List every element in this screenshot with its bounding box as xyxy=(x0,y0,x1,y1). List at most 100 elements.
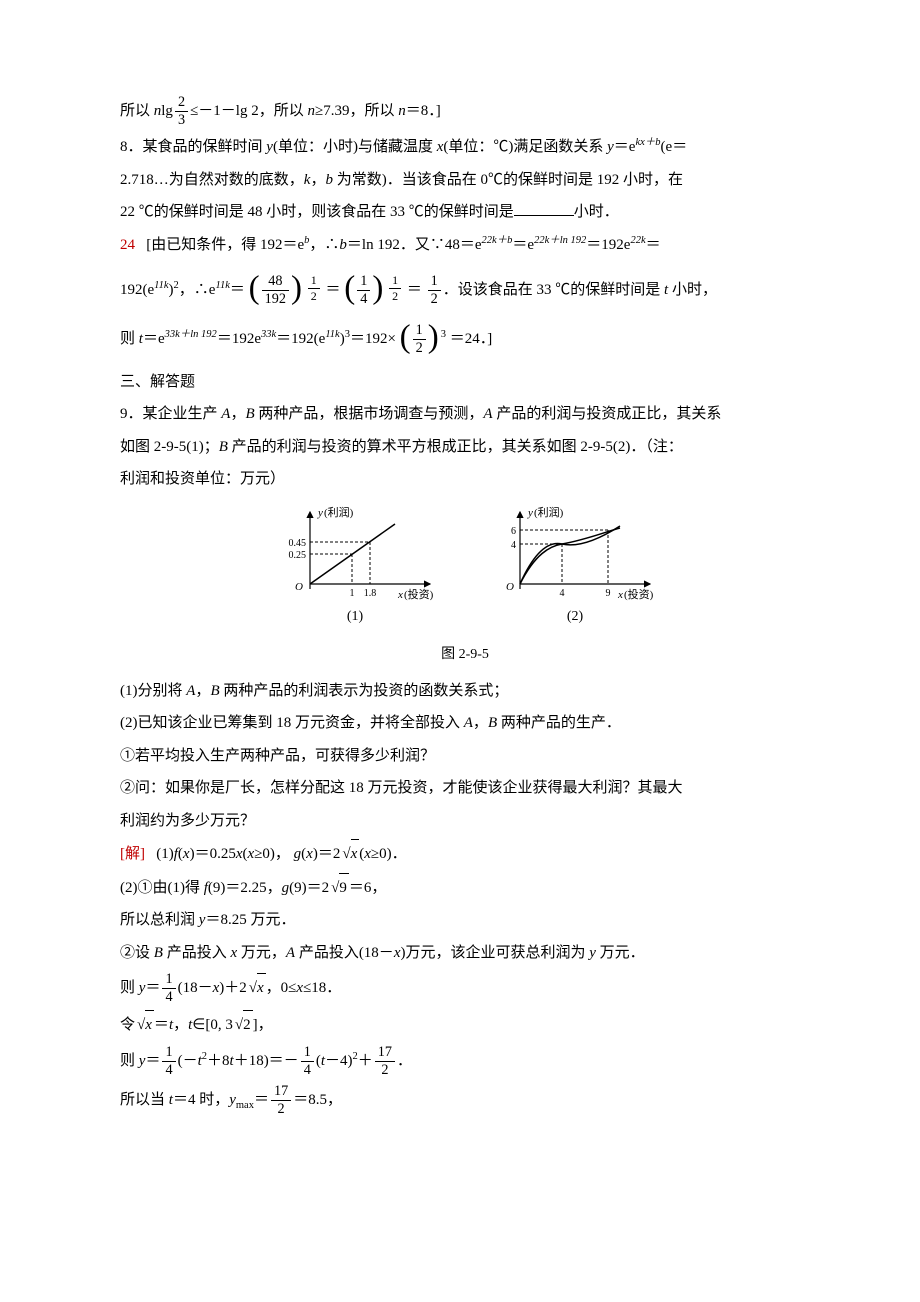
text: 22 ℃的保鲜时间是 48 小时，则该食品在 33 ℃的保鲜时间是 xyxy=(120,204,514,220)
fraction: 12 xyxy=(413,322,426,357)
q9-line2: 如图 2-9-5(1)；B 产品的利润与投资的算术平方根成正比，其关系如图 2-… xyxy=(120,433,810,462)
text: 两种产品，根据市场调查与预测， xyxy=(255,406,484,422)
q8-line2: 2.718…为自然对数的底数，k，b 为常数)．当该食品在 0℃的保鲜时间是 1… xyxy=(120,166,810,195)
text: (2)已知该企业已筹集到 18 万元资金，并将全部投入 xyxy=(120,715,464,731)
text: ＝6， xyxy=(349,880,387,896)
num: 48 xyxy=(262,273,289,291)
q8-line3: 22 ℃的保鲜时间是 48 小时，则该食品在 33 ℃的保鲜时间是小时． xyxy=(120,198,810,227)
text: ＝192× xyxy=(350,331,396,347)
ylabel-txt: (利润) xyxy=(534,505,564,519)
ytick: 0.25 xyxy=(289,550,307,561)
den: 4 xyxy=(301,1062,314,1079)
text: ．设该食品在 33 ℃的保鲜时间是 xyxy=(443,282,664,298)
var-b: b xyxy=(325,172,333,188)
q-number: 8． xyxy=(120,139,143,155)
text: )＋2 xyxy=(219,980,247,996)
solution-label: [解] xyxy=(120,846,145,862)
exp: 3 xyxy=(441,329,446,340)
q9-part1: (1)分别将 A，B 两种产品的利润表示为投资的函数关系式； xyxy=(120,677,810,706)
sqrt: x xyxy=(247,973,266,1003)
q9-sol7: 则 y＝14(－t2＋8t＋18)＝－14(t－4)2＋172． xyxy=(120,1044,810,1079)
var-y: y xyxy=(266,139,273,155)
ytick: 0.45 xyxy=(289,538,307,549)
num: 1 xyxy=(413,322,426,340)
var-A: A xyxy=(464,715,473,731)
radicand: 2 xyxy=(243,1010,253,1040)
text: 某企业生产 xyxy=(143,406,222,422)
text: ≥7.39，所以 xyxy=(315,103,398,119)
ylabel: y xyxy=(527,507,533,519)
radicand: x xyxy=(257,973,266,1003)
text: ，∴e xyxy=(179,282,216,298)
var-y: y xyxy=(229,1092,236,1108)
num: 17 xyxy=(375,1044,395,1062)
den: 2 xyxy=(413,340,426,357)
xlabel-txt: (投资) xyxy=(404,587,434,601)
figure-1: y (利润) x (投资) O 0.45 0.25 1 1.8 (1) xyxy=(270,504,440,639)
text: ＝ xyxy=(145,1053,160,1069)
answer-blank[interactable] xyxy=(514,200,574,216)
ytick: 6 xyxy=(511,526,516,537)
text: ＝ln 192．又∵48＝e xyxy=(347,237,482,253)
text: ． xyxy=(397,1053,412,1069)
var-A: A xyxy=(483,406,492,422)
text: 如图 2-9-5(1)； xyxy=(120,439,219,455)
figure-2: y (利润) x (投资) O 6 4 4 9 (2) xyxy=(490,504,660,639)
exp-half: 12 xyxy=(389,273,401,303)
text: ＝8.25 万元． xyxy=(205,912,295,928)
exponent: kx＋b xyxy=(635,137,660,148)
text: ≥0)， xyxy=(254,846,290,862)
text: 万元， xyxy=(237,945,286,961)
answer-value: 24 xyxy=(120,237,135,253)
text: ＋8 xyxy=(207,1053,230,1069)
den: 2 xyxy=(308,289,320,303)
sqrt: 2 xyxy=(233,1010,253,1040)
q9-sol5: 则 y＝14(18－x)＋2x，0≤x≤18． xyxy=(120,971,810,1006)
lparen: ( xyxy=(344,272,355,305)
text: 2.718…为自然对数的底数， xyxy=(120,172,304,188)
fraction: 14 xyxy=(357,273,370,308)
text: )万元，该企业可获总利润为 xyxy=(400,945,589,961)
text: ≤18． xyxy=(303,980,341,996)
fraction: 172 xyxy=(271,1083,291,1118)
radicand: x xyxy=(351,839,360,869)
var-B: B xyxy=(245,406,254,422)
xlabel: x xyxy=(617,589,623,601)
text: 产品投入(18－ xyxy=(295,945,394,961)
text: 两种产品的利润表示为投资的函数关系式； xyxy=(220,683,509,699)
var-y: y xyxy=(589,945,596,961)
num: 1 xyxy=(301,1044,314,1062)
text: ＝e xyxy=(614,139,636,155)
text: ＋ xyxy=(358,1053,373,1069)
q9-sub2b: 利润约为多少万元？ xyxy=(120,807,810,836)
q8-sol-line2: 192(e11k)2，∴e11k＝ (48192) 12 ＝ (14) 12 ＝… xyxy=(120,273,810,308)
den: 2 xyxy=(271,1101,291,1118)
exp: 11k xyxy=(154,280,168,291)
q9-sol2: (2)①由(1)得 f(9)＝2.25，g(9)＝29＝6， xyxy=(120,873,810,903)
text: ， xyxy=(310,172,325,188)
den: 4 xyxy=(357,291,370,308)
text: ＝192e xyxy=(217,331,261,347)
q9-sub2: ②问：如果你是厂长，怎样分配这 18 万元投资，才能使该企业获得最大利润？其最大 xyxy=(120,774,810,803)
den: 2 xyxy=(389,289,401,303)
text: ＝24．] xyxy=(450,331,493,347)
text: ， xyxy=(473,715,488,731)
lparen: ( xyxy=(249,272,260,305)
text: ， xyxy=(195,683,210,699)
var-x: x xyxy=(364,846,371,862)
var-B: B xyxy=(210,683,219,699)
den: 4 xyxy=(162,1062,175,1079)
text: 两种产品的生产． xyxy=(497,715,621,731)
q9-sub1: ①若平均投入生产两种产品，可获得多少利润？ xyxy=(120,742,810,771)
text: 192(e xyxy=(120,282,154,298)
text: ＝ xyxy=(154,1017,169,1033)
text: ＝ xyxy=(145,980,160,996)
exp: 33k＋ln 192 xyxy=(165,329,217,340)
text: ＝ xyxy=(254,1092,269,1108)
origin: O xyxy=(295,581,303,593)
den: 2 xyxy=(428,291,441,308)
sqrt: x xyxy=(135,1010,154,1040)
text: ，0≤ xyxy=(266,980,297,996)
text: 某食品的保鲜时间 xyxy=(143,139,267,155)
text: (2)①由(1)得 xyxy=(120,880,204,896)
